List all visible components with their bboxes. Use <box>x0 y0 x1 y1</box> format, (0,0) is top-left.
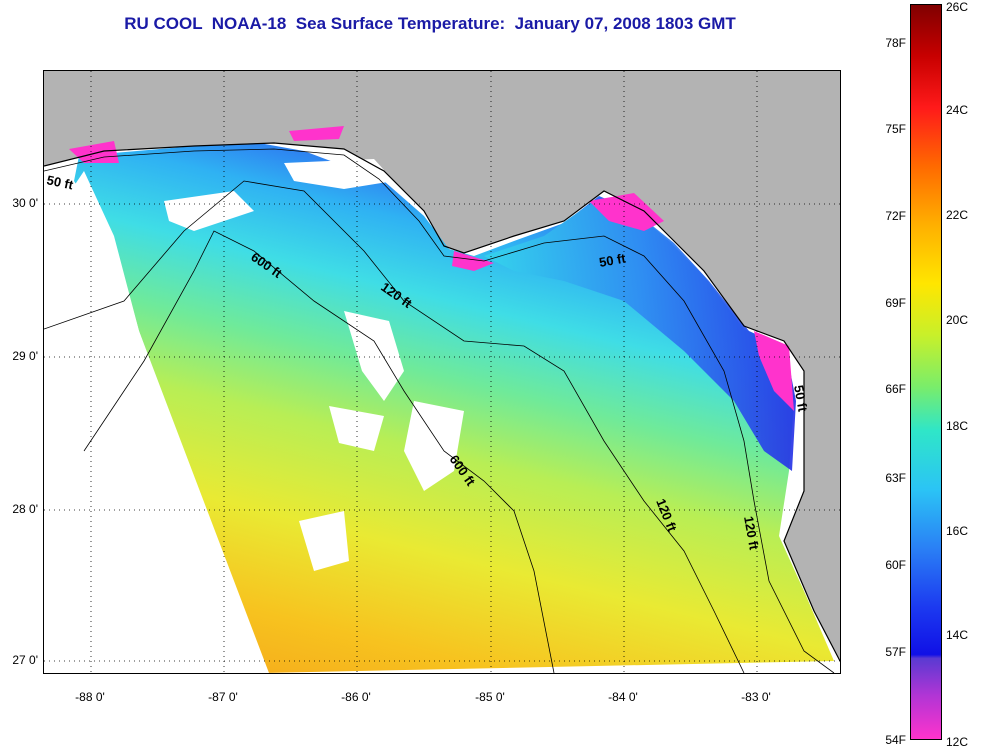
colorbar-fahrenheit-label: 66F <box>885 382 906 396</box>
depth-label: 50 ft <box>598 250 628 270</box>
colorbar-celsius-label: 24C <box>946 103 969 117</box>
colorbar-fahrenheit-label: 69F <box>885 296 906 310</box>
longitude-label: -87 0' <box>208 690 238 704</box>
graticule <box>44 71 840 673</box>
depth-label: 50 ft <box>45 172 75 192</box>
longitude-label: -86 0' <box>341 690 371 704</box>
colorbar-celsius-label: 26C <box>946 0 969 14</box>
latitude-label: 29 0' <box>12 349 38 363</box>
depth-label: 120 ft <box>741 515 762 552</box>
cloud-area <box>329 406 384 451</box>
sst-map-canvas: 50 ft 120 ft 600 ft 120 ft 600 ft 50 ft … <box>44 71 840 673</box>
map-title: RU COOL NOAA-18 Sea Surface Temperature:… <box>124 14 736 33</box>
longitude-label: -88 0' <box>75 690 105 704</box>
sst-map: 50 ft 120 ft 600 ft 120 ft 600 ft 50 ft … <box>43 70 841 674</box>
colorbar-fahrenheit-label: 75F <box>885 122 906 136</box>
colorbar-celsius-label: 16C <box>946 524 969 538</box>
isobath-50ft <box>44 148 835 673</box>
colorbar-fahrenheit-label: 78F <box>885 36 906 50</box>
colorbar-celsius-label: 14C <box>946 628 969 642</box>
depth-label: 50 ft <box>791 384 811 414</box>
colorbar-fahrenheit-label: 63F <box>885 471 906 485</box>
coastline <box>44 142 840 662</box>
colorbar-fahrenheit-label: 57F <box>885 645 906 659</box>
cold-patch <box>754 331 794 411</box>
latitude-label: 28 0' <box>12 502 38 516</box>
longitude-label: -85 0' <box>475 690 505 704</box>
longitude-label: -84 0' <box>608 690 638 704</box>
isobath-120ft <box>44 180 745 673</box>
colorbar-celsius-label: 22C <box>946 208 969 222</box>
longitude-label: -83 0' <box>741 690 771 704</box>
cloud-area <box>44 171 269 673</box>
colorbar-celsius-label: 18C <box>946 419 969 433</box>
cloud-area <box>284 159 394 189</box>
isobath-600ft <box>83 230 555 673</box>
temperature-colorbar <box>910 4 942 740</box>
colorbar-celsius-label: 20C <box>946 313 969 327</box>
colorbar-fahrenheit-label: 60F <box>885 558 906 572</box>
cold-nearshore-band <box>484 201 796 471</box>
cloud-area <box>344 311 404 401</box>
cloud-area <box>164 191 254 231</box>
colorbar-celsius-label: 12C <box>946 735 969 749</box>
colorbar-fahrenheit-label: 54F <box>885 733 906 747</box>
cold-patch <box>589 193 664 231</box>
cold-patch <box>289 126 344 141</box>
cloud-area <box>299 511 349 571</box>
latitude-label: 30 0' <box>12 196 38 210</box>
cold-patch <box>452 251 494 271</box>
cold-patch <box>69 141 119 163</box>
colorbar-fahrenheit-label: 72F <box>885 209 906 223</box>
latitude-label: 27 0' <box>12 653 38 667</box>
cloud-area <box>404 401 464 491</box>
